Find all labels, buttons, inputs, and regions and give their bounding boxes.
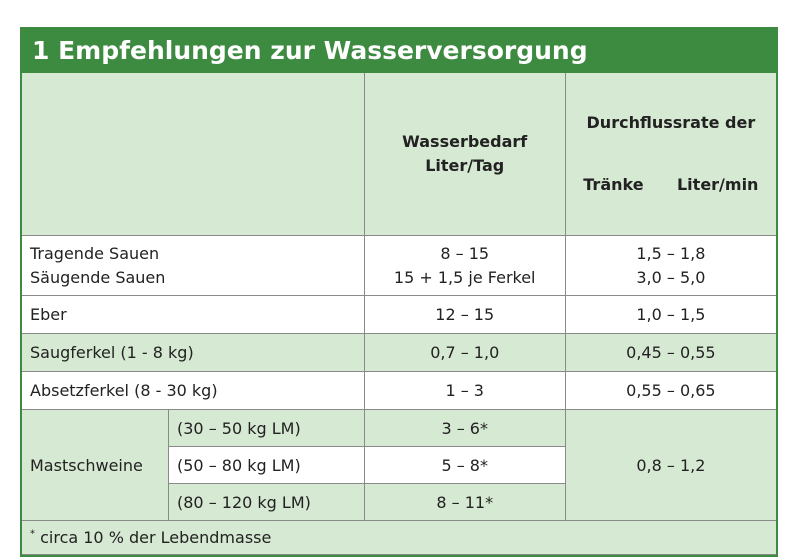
bedarf-cell: 8 – 11*	[363, 483, 566, 521]
table-row: Eber 12 – 15 1,0 – 1,5	[22, 295, 776, 334]
header-cell	[22, 73, 365, 236]
bedarf-cell: 3 – 6*	[363, 409, 566, 447]
header-row: Wasserbedarf Liter/Tag Durchflussrate de…	[22, 73, 776, 236]
cell-text: 1,0 – 1,5	[636, 304, 706, 324]
rate-cell: 0,55 – 0,65	[564, 371, 776, 410]
table-row: Absetzferkel (8 - 30 kg) 1 – 3 0,55 – 0,65	[22, 371, 776, 410]
header-text: Durchflussrate der	[586, 113, 756, 132]
header-text: Wasserbedarf	[402, 132, 528, 151]
group-label-cell: Mastschweine	[22, 409, 169, 521]
cell-text: 3,0 – 5,0	[636, 267, 706, 287]
rate-cell: 0,8 – 1,2	[564, 409, 776, 521]
table-row: Tragende Sauen Säugende Sauen 8 – 15 15 + 1…	[22, 235, 776, 296]
cell-text: Absetzferkel (8 - 30 kg)	[30, 380, 218, 400]
cell-text: 1,5 – 1,8	[636, 243, 706, 263]
table-row: Saugferkel (1 - 8 kg) 0,7 – 1,0 0,45 – 0,5…	[22, 333, 776, 372]
cell-text: 12 – 15	[435, 304, 495, 324]
title: 1 Empfehlungen zur Wasserversorgung	[22, 29, 776, 73]
cell-text: Eber	[30, 304, 67, 324]
header-text: Liter/Tag	[425, 156, 505, 175]
table-row: (50 – 80 kg LM) 5 – 8*	[22, 446, 776, 484]
header-text: Tränke Liter/min	[583, 175, 759, 194]
footnote-marker: *	[30, 528, 35, 540]
header-cell: Durchflussrate der Tränke Liter/min	[564, 73, 776, 236]
cell-text: 15 + 1,5 je Ferkel	[393, 267, 536, 287]
page: 1 Empfehlungen zur Wasserversorgung Wass…	[20, 27, 778, 557]
label-cell: Tragende Sauen Säugende Sauen	[22, 235, 365, 296]
bedarf-cell: 1 – 3	[363, 371, 566, 410]
bedarf-cell: 0,7 – 1,0	[363, 333, 566, 372]
table: Wasserbedarf Liter/Tag Durchflussrate de…	[22, 73, 776, 555]
label-cell: Absetzferkel (8 - 30 kg)	[22, 371, 365, 410]
range-cell: (80 – 120 kg LM)	[168, 483, 365, 521]
table-card: 1 Empfehlungen zur Wasserversorgung Wass…	[20, 27, 778, 557]
footnote-row: * circa 10 % der Lebendmasse	[22, 520, 776, 555]
label-cell: Eber	[22, 295, 365, 334]
range-cell: (50 – 80 kg LM)	[168, 446, 365, 484]
bedarf-cell: 12 – 15	[363, 295, 566, 334]
cell-text: 8 – 15	[440, 243, 490, 263]
cell-text: Säugende Sauen	[30, 267, 166, 287]
cell-text: 0,7 – 1,0	[430, 342, 500, 362]
cell-text: Saugferkel (1 - 8 kg)	[30, 342, 194, 362]
rate-cell: 1,5 – 1,8 3,0 – 5,0	[564, 235, 776, 296]
range-cell: (30 – 50 kg LM)	[168, 409, 365, 447]
table-row: Mastschweine (30 – 50 kg LM) 3 – 6* 0,8 – 1…	[22, 409, 776, 521]
footnote-cell: * circa 10 % der Lebendmasse	[22, 520, 776, 555]
header-cell: Wasserbedarf Liter/Tag	[363, 73, 566, 236]
label-cell: Saugferkel (1 - 8 kg)	[22, 333, 365, 372]
cell-text: 0,55 – 0,65	[626, 380, 716, 400]
cell-text: 0,45 – 0,55	[626, 342, 716, 362]
rate-cell: 1,0 – 1,5	[564, 295, 776, 334]
bedarf-cell: 5 – 8*	[363, 446, 566, 484]
footnote-text: circa 10 % der Lebendmasse	[40, 528, 272, 547]
cell-text: 1 – 3	[445, 380, 484, 400]
bedarf-cell: 8 – 15 15 + 1,5 je Ferkel	[363, 235, 566, 296]
rate-cell: 0,45 – 0,55	[564, 333, 776, 372]
cell-text: Tragende Sauen	[30, 243, 160, 263]
